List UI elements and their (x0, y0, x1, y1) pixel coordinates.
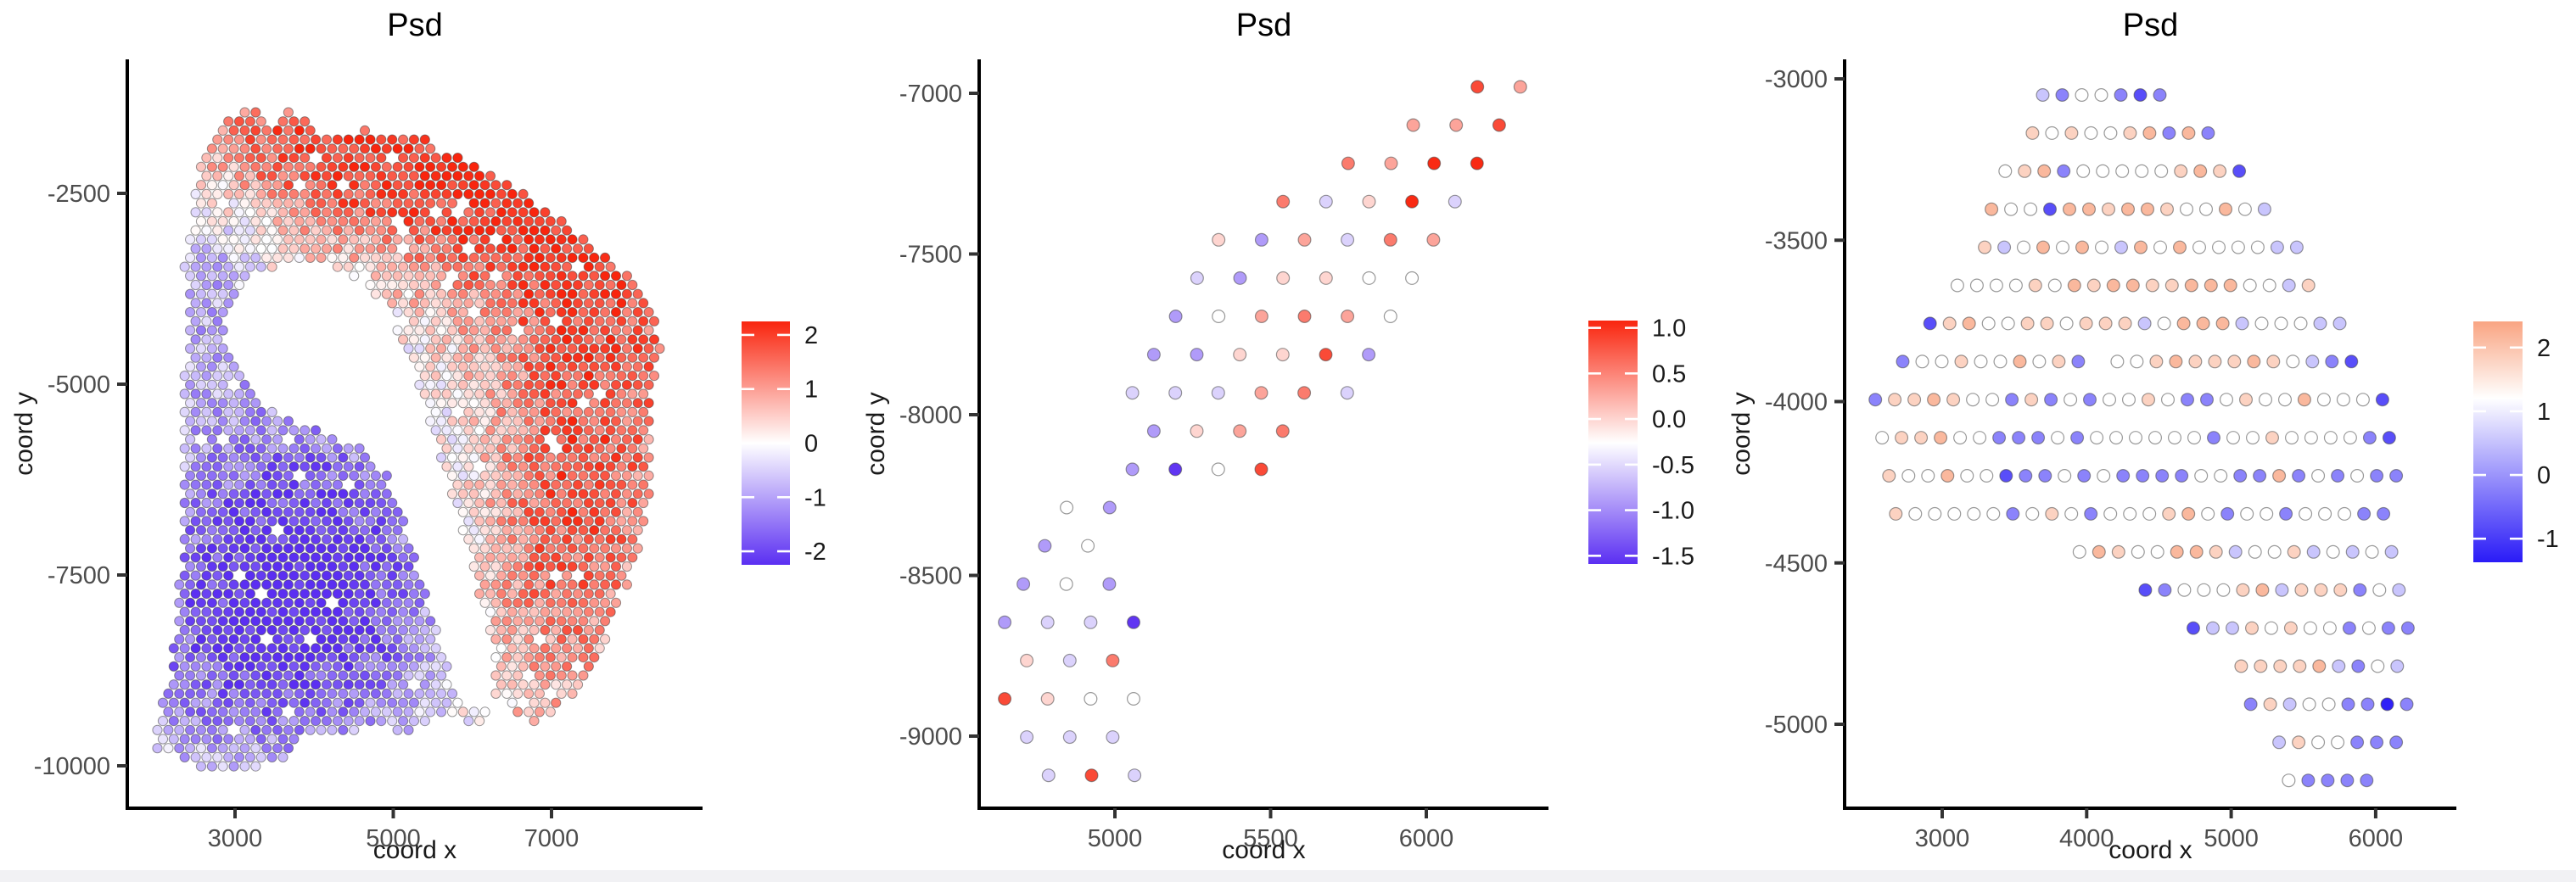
x-tick-label: 5000 (2204, 825, 2259, 852)
y-tick-label: -4000 (1765, 389, 1828, 416)
scatter-points (152, 107, 665, 772)
y-tick-label: -3000 (1765, 66, 1828, 93)
y-axis-title: coord y (10, 392, 38, 475)
colorbar-tick-label: 0.0 (1652, 406, 1686, 433)
x-axis-title: coord x (2108, 836, 2192, 864)
panel-psd-3: 3000 4000 5000 6000 -3000 -3500 -4000 -4500 -500… (1728, 8, 2559, 864)
colorbar-tick-label: 0 (804, 431, 818, 458)
window-footer-strip (0, 870, 2576, 882)
x-tick-label: 4000 (2059, 825, 2114, 852)
colorbar: 2 1 0 -1 (2473, 321, 2559, 562)
colorbar-tick-label: -1 (804, 484, 826, 511)
colorbar-tick-label: -0.5 (1652, 452, 1694, 479)
y-tick-label: -7500 (899, 242, 962, 269)
colorbar-tick-label: 0 (2537, 462, 2551, 489)
panel-title: Psd (2123, 8, 2178, 43)
panel-psd-2: 5000 5500 6000 -7000 -7500 -8000 -8500 -9000 Psd… (862, 8, 1694, 864)
colorbar-tick-label: 1 (804, 377, 818, 404)
x-tick-label: 5000 (1088, 825, 1143, 852)
colorbar-tick-label: -1 (2537, 526, 2559, 553)
y-tick-label: -8500 (899, 563, 962, 590)
x-tick-label: 5000 (366, 825, 421, 852)
colorbar-tick-label: 2 (804, 322, 818, 349)
y-tick-label: -2500 (48, 181, 110, 208)
colorbar-tick-label: 0.5 (1652, 360, 1686, 388)
x-tick-label: 5500 (1243, 825, 1298, 852)
x-axis-title: coord x (1222, 836, 1305, 864)
y-tick-label: -7500 (48, 562, 110, 589)
colorbar-tick-label: -1.0 (1652, 498, 1694, 525)
y-tick-label: -7000 (899, 81, 962, 108)
y-tick-label: -10000 (34, 753, 110, 780)
x-tick-label: 6000 (2349, 825, 2404, 852)
colorbar-tick-label: -2 (804, 539, 826, 566)
y-tick-label: -5000 (48, 371, 110, 399)
colorbar: 2 1 0 -1 -2 (742, 321, 826, 566)
panel-title: Psd (387, 8, 442, 43)
panel-psd-1: 3000 5000 7000 -2500 -5000 -7500 -10000 Psd coor… (10, 8, 826, 864)
y-tick-label: -3500 (1765, 227, 1828, 254)
y-axis-title: coord y (862, 392, 890, 475)
scatter-points (998, 80, 1527, 783)
y-tick-label: -9000 (899, 723, 962, 751)
y-tick-label: -5000 (1765, 712, 1828, 739)
x-tick-label: 3000 (208, 825, 263, 852)
x-axis-title: coord x (373, 836, 456, 864)
y-axis-title: coord y (1728, 392, 1756, 475)
colorbar-tick-label: 1 (2537, 399, 2551, 426)
colorbar: 1.0 0.5 0.0 -0.5 -1.0 -1.5 (1588, 315, 1694, 570)
colorbar-tick-label: 2 (2537, 335, 2551, 362)
colorbar-tick-label: 1.0 (1652, 315, 1686, 343)
panel-title: Psd (1236, 8, 1291, 43)
scatter-points (1868, 87, 2415, 788)
colorbar-gradient (1588, 321, 1638, 564)
x-tick-label: 6000 (1399, 825, 1454, 852)
x-tick-label: 3000 (1915, 825, 1970, 852)
y-tick-label: -4500 (1765, 550, 1828, 578)
colorbar-gradient (2473, 321, 2523, 562)
y-tick-label: -8000 (899, 402, 962, 429)
colorbar-tick-label: -1.5 (1652, 543, 1694, 570)
x-tick-label: 7000 (524, 825, 580, 852)
